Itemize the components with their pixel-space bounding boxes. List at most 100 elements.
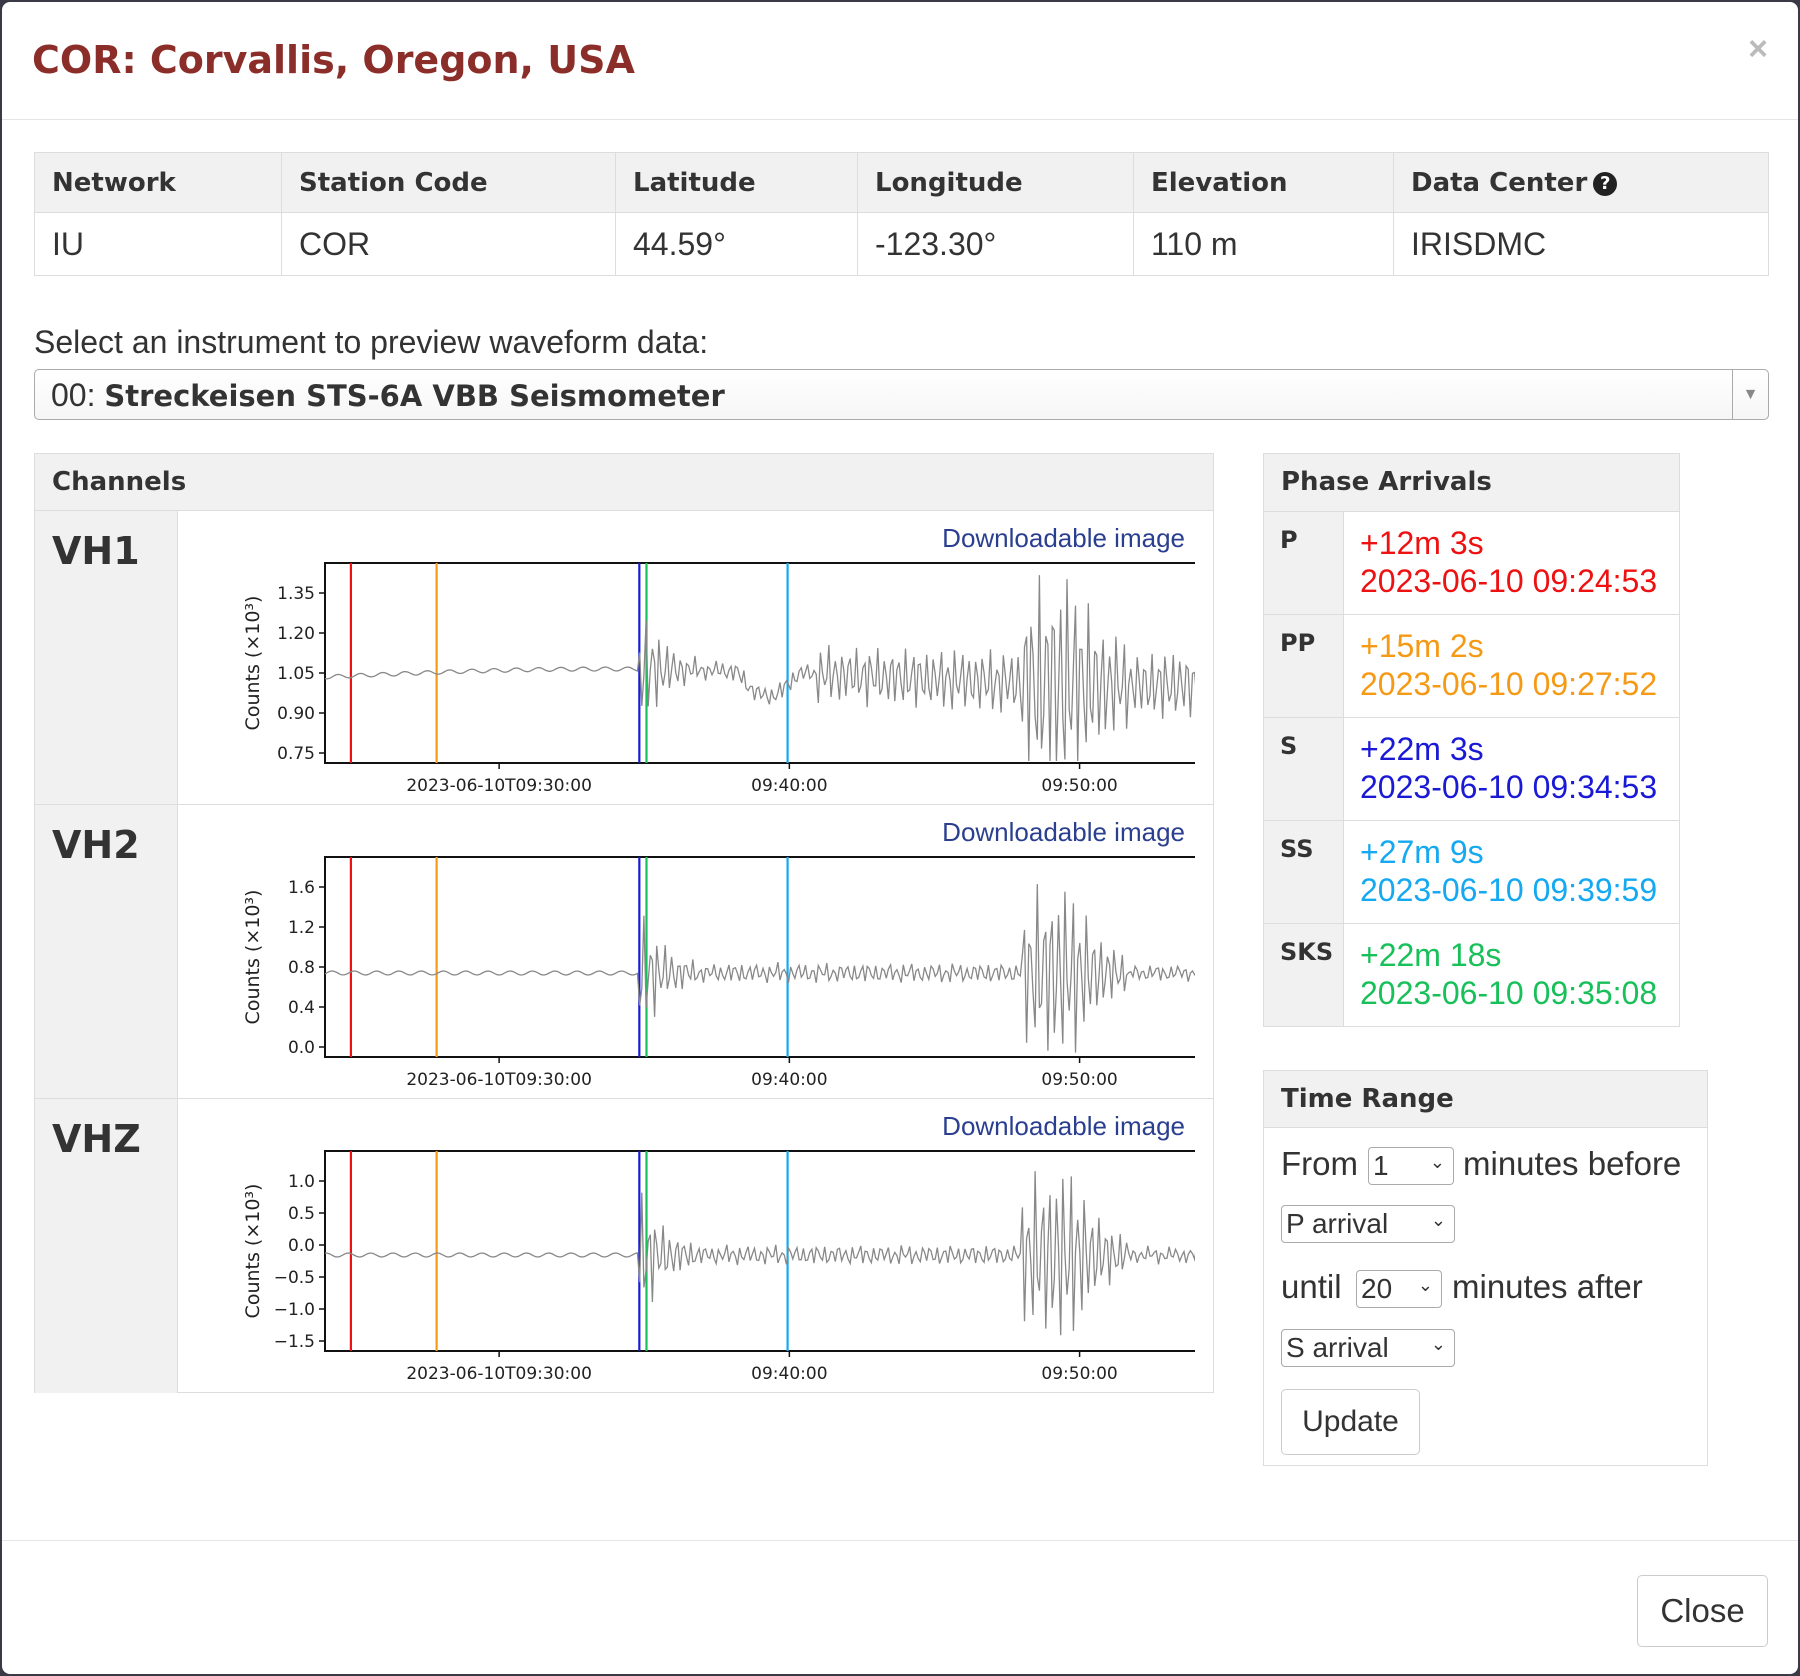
y-tick-label: 1.2 [288,918,315,938]
modal-title: COR: Corvallis, Oregon, USA [32,38,635,82]
channel-row: VH1 Downloadable image 1.35 1.20 1.05 0.90 0.7… [35,511,1213,805]
station-info-table: Network Station Code Latitude Longitude … [34,152,1769,276]
phase-name: SS [1264,821,1344,923]
channels-panel: Channels VH1 Downloadable image 1.35 1.20 1.… [34,453,1214,1393]
channel-name: VH1 [35,511,178,804]
update-button[interactable]: Update [1281,1389,1420,1455]
x-tick-label: 09:50:00 [1041,1364,1117,1384]
phase-arrivals-heading: Phase Arrivals [1264,454,1679,511]
phase-value: +22m 3s 2023-06-10 09:34:53 [1344,718,1673,820]
phase-name: SKS [1264,924,1344,1026]
phase-value: +22m 18s 2023-06-10 09:35:08 [1344,924,1673,1026]
minutes-after-label: minutes after [1452,1268,1643,1305]
y-tick-label: −1.0 [274,1300,315,1320]
cell-network: IU [34,212,282,276]
channel-name: VHZ [35,1099,178,1393]
instrument-code: 00: [51,377,96,413]
phase-row: S +22m 3s 2023-06-10 09:34:53 [1264,717,1679,820]
minutes-after-select[interactable]: 20 ⌄ [1356,1270,1442,1308]
y-tick-label: 1.0 [288,1172,315,1192]
from-label: From [1281,1145,1358,1182]
y-axis-label: Counts (×10³) [242,890,264,1025]
instrument-select-label: Select an instrument to preview waveform… [34,324,709,360]
channel-row: VHZ Downloadable image 1.0 0.5 0.0 −0.5 −1.0 −1… [35,1099,1213,1393]
y-tick-label: −1.5 [274,1332,315,1352]
time-range-heading: Time Range [1264,1071,1707,1128]
downloadable-image-link[interactable]: Downloadable image [942,1111,1185,1141]
end-phase-value: S arrival [1286,1332,1389,1363]
y-tick-label: 0.5 [288,1204,315,1224]
cell-elevation: 110 m [1133,212,1394,276]
instrument-name: Streckeisen STS-6A VBB Seismometer [104,379,725,413]
cell-station-code: COR [281,212,616,276]
phase-row: P +12m 3s 2023-06-10 09:24:53 [1264,511,1679,614]
time-range-panel: Time Range From 1 ⌄ minutes before P arr… [1263,1070,1708,1466]
waveform-trace [324,575,1195,762]
x-tick-label: 2023-06-10T09:30:00 [406,1070,592,1090]
y-tick-label: 0.90 [277,704,315,724]
channels-heading: Channels [35,454,1213,511]
y-axis-label: Counts (×10³) [242,596,264,731]
y-tick-label: 0.75 [277,744,315,764]
downloadable-image-link[interactable]: Downloadable image [942,523,1185,553]
minutes-before-label: minutes before [1463,1145,1682,1182]
chevron-down-icon: ⌄ [1429,1152,1445,1172]
minutes-after-value: 20 [1361,1273,1393,1304]
modal-header: COR: Corvallis, Oregon, USA × [2,2,1798,120]
x-tick-label: 09:50:00 [1041,776,1117,796]
question-circle-icon[interactable]: ? [1593,171,1618,196]
x-tick-label: 2023-06-10T09:30:00 [406,776,592,796]
cell-latitude: 44.59° [615,212,858,276]
x-tick-label: 09:40:00 [751,1364,827,1384]
downloadable-image-link[interactable]: Downloadable image [942,817,1185,847]
phase-time: 2023-06-10 09:24:53 [1360,563,1658,599]
phase-row: SS +27m 9s 2023-06-10 09:39:59 [1264,820,1679,923]
chevron-down-icon: ⌄ [1430,1334,1446,1354]
phase-value: +27m 9s 2023-06-10 09:39:59 [1344,821,1673,923]
channel-name: VH2 [35,805,178,1098]
y-tick-label: 1.20 [277,624,315,644]
instrument-select[interactable]: 00: Streckeisen STS-6A VBB Seismometer ▼ [34,369,1769,420]
waveform-chart: 1.35 1.20 1.05 0.90 0.75 Counts (×10³) 2023-06… [242,562,1195,796]
y-tick-label: −0.5 [274,1268,315,1288]
plot-frame [324,1150,1195,1352]
x-tick-label: 09:50:00 [1041,1070,1117,1090]
phase-row: SKS +22m 18s 2023-06-10 09:35:08 [1264,923,1679,1026]
y-tick-label: 0.0 [288,1236,315,1256]
y-tick-label: 0.0 [288,1038,315,1058]
close-button[interactable]: Close [1637,1575,1768,1647]
waveform-trace [324,884,1195,1053]
phase-arrivals-panel: Phase Arrivals P +12m 3s 2023-06-10 09:24:… [1263,453,1680,1027]
header-data-center: Data Center? [1393,152,1769,213]
phase-name: S [1264,718,1344,820]
dropdown-arrow-icon[interactable]: ▼ [1732,370,1768,419]
start-phase-value: P arrival [1286,1208,1389,1239]
until-label: until [1281,1268,1342,1305]
waveform-trace [325,1171,1195,1336]
header-elevation: Elevation [1133,152,1394,213]
modal-footer: Close [2,1540,1798,1674]
phase-offset: +22m 3s [1360,731,1484,767]
cell-data-center: IRISDMC [1393,212,1769,276]
phase-offset: +15m 2s [1360,628,1484,664]
minutes-before-value: 1 [1373,1150,1389,1181]
y-axis-label: Counts (×10³) [242,1184,264,1319]
minutes-before-select[interactable]: 1 ⌄ [1368,1147,1454,1185]
start-phase-select[interactable]: P arrival ⌄ [1281,1205,1455,1243]
close-icon[interactable]: × [1748,30,1768,68]
end-phase-select[interactable]: S arrival ⌄ [1281,1329,1455,1367]
phase-time: 2023-06-10 09:34:53 [1360,769,1658,805]
cell-longitude: -123.30° [857,212,1134,276]
header-station-code: Station Code [281,152,616,213]
phase-time: 2023-06-10 09:39:59 [1360,872,1658,908]
y-tick-label: 1.6 [288,878,315,898]
phase-offset: +27m 9s [1360,834,1484,870]
y-tick-label: 0.4 [288,998,315,1018]
x-tick-label: 2023-06-10T09:30:00 [406,1364,592,1384]
phase-offset: +22m 18s [1360,937,1502,973]
channel-row: VH2 Downloadable image 1.6 1.2 0.8 0.4 0.0 Coun… [35,805,1213,1099]
chevron-down-icon: ⌄ [1430,1210,1446,1230]
y-tick-label: 0.8 [288,958,315,978]
x-tick-label: 09:40:00 [751,1070,827,1090]
